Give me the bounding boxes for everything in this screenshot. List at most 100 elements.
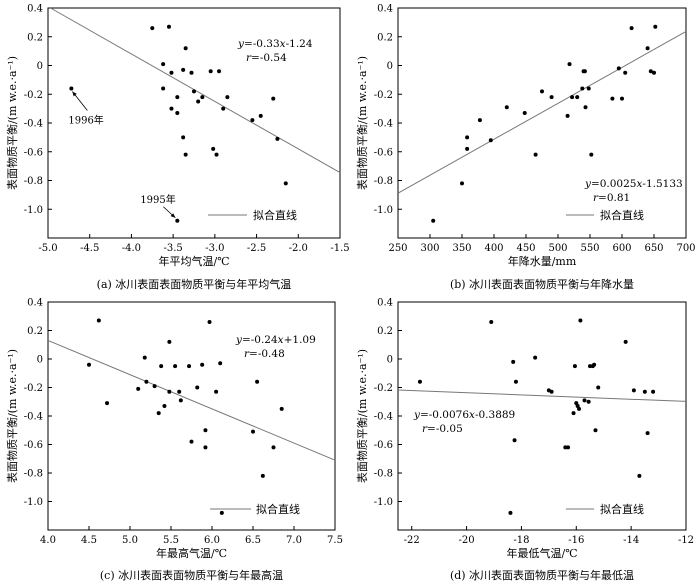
x-tick-label: 6.5 bbox=[245, 535, 261, 546]
data-point bbox=[173, 364, 178, 369]
data-point bbox=[549, 95, 554, 100]
eq-y: y bbox=[235, 334, 243, 346]
data-point bbox=[161, 86, 166, 91]
data-point bbox=[504, 105, 509, 110]
y-tick-label: -1.0 bbox=[24, 205, 43, 216]
data-point bbox=[159, 364, 164, 369]
y-tick-label: -0.6 bbox=[374, 440, 393, 451]
data-point bbox=[181, 135, 186, 140]
data-point bbox=[465, 135, 470, 140]
data-point bbox=[631, 388, 636, 393]
data-point bbox=[152, 384, 157, 389]
data-point bbox=[610, 96, 615, 101]
data-point bbox=[465, 146, 470, 151]
data-point bbox=[136, 386, 141, 391]
y-tick-label: 0 bbox=[387, 355, 393, 366]
data-point bbox=[431, 218, 436, 223]
y-axis-label: 表面物质平衡/(m w.e.·a⁻¹) bbox=[355, 349, 369, 483]
fit-correlation: r=-0.48 bbox=[244, 348, 285, 360]
y-tick-label: -0.4 bbox=[24, 412, 43, 423]
legend-label: 拟合直线 bbox=[600, 502, 644, 516]
y-tick-label: 0.2 bbox=[377, 32, 393, 43]
data-point bbox=[583, 105, 588, 110]
data-point bbox=[203, 445, 208, 450]
data-point bbox=[255, 379, 260, 384]
x-tick-label: -20 bbox=[459, 535, 475, 546]
eq-y: y bbox=[413, 409, 421, 421]
x-tick-label: -3.0 bbox=[205, 243, 224, 254]
data-point bbox=[540, 89, 544, 94]
x-tick-label: 5.0 bbox=[122, 535, 138, 546]
data-point bbox=[166, 24, 171, 29]
y-tick-label: -1.0 bbox=[374, 205, 393, 216]
y-tick-label: -0.6 bbox=[24, 440, 43, 451]
y-tick-label: -0.8 bbox=[24, 469, 43, 480]
data-point bbox=[580, 86, 585, 91]
data-point bbox=[620, 96, 624, 101]
eq-intercept: +1.09 bbox=[284, 334, 316, 346]
data-point bbox=[629, 26, 634, 31]
x-tick-label: -3.5 bbox=[163, 243, 182, 254]
eq-coef: =-0.0076 bbox=[420, 409, 469, 421]
data-point bbox=[513, 379, 518, 384]
x-tick-label: 7.0 bbox=[286, 535, 302, 546]
y-tick-label: -0.4 bbox=[374, 119, 393, 130]
data-point bbox=[87, 362, 91, 367]
fit-correlation: r=-0.05 bbox=[422, 423, 463, 435]
data-point bbox=[175, 218, 180, 223]
r-symbol: r bbox=[422, 423, 428, 435]
data-point bbox=[577, 406, 582, 411]
x-tick-label: -5.0 bbox=[38, 243, 57, 254]
y-tick-label: 0.4 bbox=[377, 4, 393, 15]
data-point bbox=[645, 431, 650, 436]
x-axis-label: 年降水量/mm bbox=[508, 254, 577, 268]
r-symbol: r bbox=[244, 348, 250, 360]
data-point bbox=[623, 70, 628, 75]
x-tick-label: 400 bbox=[484, 243, 503, 254]
r-symbol: r bbox=[593, 192, 599, 204]
x-tick-label: 350 bbox=[452, 243, 471, 254]
data-point bbox=[588, 364, 592, 369]
y-tick-label: 0 bbox=[37, 355, 43, 366]
data-point bbox=[570, 95, 575, 100]
y-tick-label: 0.2 bbox=[377, 326, 393, 337]
r-value: =-0.05 bbox=[427, 423, 463, 435]
y-tick-label: -1.0 bbox=[374, 497, 393, 508]
data-point bbox=[489, 319, 494, 324]
x-tick-label: 450 bbox=[516, 243, 535, 254]
x-tick-label: 7.5 bbox=[327, 535, 343, 546]
data-point bbox=[653, 24, 658, 29]
y-tick-label: -0.2 bbox=[374, 383, 393, 394]
x-tick-label: -1.5 bbox=[330, 243, 349, 254]
x-tick-label: 4.5 bbox=[81, 535, 97, 546]
eq-intercept: -0.3889 bbox=[475, 409, 515, 421]
data-point bbox=[593, 428, 598, 433]
eq-intercept: -1.24 bbox=[286, 38, 313, 50]
data-point bbox=[175, 95, 180, 100]
data-point bbox=[582, 69, 587, 74]
data-point bbox=[183, 46, 188, 51]
data-point bbox=[207, 319, 212, 324]
annotation-arrowhead bbox=[72, 91, 77, 97]
data-point bbox=[200, 95, 205, 100]
data-point bbox=[512, 438, 517, 443]
data-point bbox=[522, 110, 527, 115]
data-point bbox=[533, 152, 538, 157]
data-point bbox=[175, 110, 180, 115]
data-point bbox=[192, 89, 196, 94]
plot-frame bbox=[397, 7, 687, 239]
data-point bbox=[586, 86, 591, 91]
data-point bbox=[563, 445, 568, 450]
data-point bbox=[271, 96, 276, 101]
y-tick-label: 0 bbox=[387, 61, 393, 72]
r-symbol: r bbox=[246, 52, 252, 64]
eq-x: x bbox=[469, 409, 475, 421]
fit-equation: y=0.0025x-1.5133 bbox=[584, 178, 683, 190]
chart-panel-a: -5.0 -4.5 -4.0 -3.5 -3.0 -2.5 -2.0 -1.5 -1.0 -0.8… bbox=[5, 4, 350, 292]
data-point bbox=[511, 359, 516, 364]
y-tick-label: 0.4 bbox=[27, 4, 43, 15]
data-point bbox=[156, 411, 161, 416]
r-value: =0.81 bbox=[598, 192, 630, 204]
legend-label: 拟合直线 bbox=[256, 502, 300, 516]
